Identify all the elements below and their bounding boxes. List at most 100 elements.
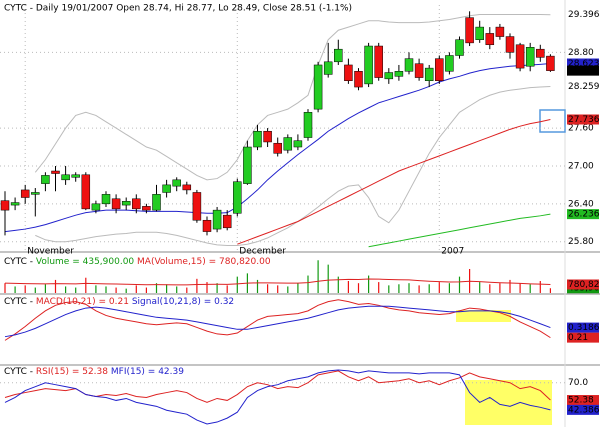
candle-body (101, 194, 111, 205)
candle-body (404, 58, 414, 72)
legend-entry: Volume = 435,900.00 (36, 257, 135, 267)
candle-body (536, 48, 545, 58)
value-label: 0.318606 (568, 323, 600, 333)
candle-body (162, 184, 171, 193)
legend-entry: MFI(15) = 42.39 (111, 367, 184, 377)
y-tick-label: 27.00 (568, 161, 594, 171)
value-label-box (567, 404, 599, 415)
candle-body (182, 184, 192, 191)
value-label: 28.623 (568, 59, 600, 69)
candle-body (273, 142, 282, 154)
candle-body (515, 44, 525, 69)
candle-body (91, 203, 101, 211)
series-line (4, 278, 551, 286)
candle-body (233, 181, 242, 214)
value-label-box (567, 209, 599, 220)
candle-body (132, 198, 141, 210)
candle-body (20, 189, 30, 198)
candle-body (253, 130, 262, 148)
candle-body (81, 174, 91, 210)
value-label-box (567, 322, 599, 333)
series-line (4, 305, 551, 338)
value-label-box (567, 114, 599, 125)
value-label: 29.3964 (568, 10, 600, 20)
candle-body (71, 174, 80, 178)
y-tick-label: 28.80 (568, 48, 594, 58)
candle-body (374, 45, 383, 78)
candle-body (303, 112, 313, 138)
series-line (35, 85, 551, 246)
y-tick-label: 26.40 (568, 199, 594, 209)
candle-body (364, 45, 373, 85)
value-label-box (567, 279, 599, 290)
candle-body (465, 17, 474, 44)
value-label: 0.21 (568, 333, 588, 343)
value-label-box (567, 58, 599, 69)
series-line (4, 369, 551, 425)
legend-ticker: CYTC - (4, 367, 33, 377)
candle-body (334, 48, 343, 63)
macd-highlight (456, 310, 511, 322)
candle-body (152, 194, 161, 211)
x-tick-label: December (239, 247, 286, 257)
candle-body (192, 192, 202, 221)
candle-body (263, 130, 272, 143)
candle-body (10, 202, 20, 206)
candle-body (323, 61, 333, 75)
candle-body (505, 36, 515, 53)
panel-legend: CYTC - Volume = 435,900.00 MA(Volume,15)… (4, 257, 271, 267)
series-line (237, 118, 551, 245)
candle-body (212, 209, 222, 230)
candle-body (202, 219, 212, 232)
candle-body (31, 192, 40, 195)
value-label: 780,820 (568, 280, 600, 290)
legend-entry: RSI(15) = 52.38 (36, 367, 108, 377)
candle-body (495, 26, 505, 37)
candle-body (435, 58, 444, 81)
candle-body (414, 63, 424, 78)
candle-body (485, 33, 495, 46)
legend-entry: Signal(10,21,8) = 0.32 (132, 297, 234, 307)
series-line (34, 13, 551, 181)
rsi-highlight (465, 380, 552, 425)
highlight-box (539, 109, 566, 133)
candle-body (222, 214, 232, 229)
legend-ticker: CYTC - (4, 297, 33, 307)
candle-body (546, 55, 555, 71)
close-label-box (567, 65, 599, 76)
candle-body (243, 146, 252, 184)
candle-body (121, 201, 131, 206)
value-label-box (567, 395, 599, 406)
y-tick-label: 70.0 (568, 378, 588, 388)
x-tick-label: November (27, 247, 74, 257)
candle-body (51, 170, 60, 174)
legend-entry: MA(Volume,15) = 780,820.00 (137, 257, 271, 267)
candle-body (354, 71, 363, 88)
panel-legend: CYTC - RSI(15) = 52.38 MFI(15) = 42.39 (4, 367, 184, 377)
candle-body (41, 175, 50, 184)
candle-body (445, 55, 454, 72)
candle-body (384, 72, 394, 80)
candle-body (424, 67, 434, 81)
value-label-box (567, 332, 599, 343)
candle-body (293, 140, 303, 148)
candle-body (525, 47, 535, 67)
x-tick-label: 2007 (441, 247, 464, 257)
candle-body (394, 71, 404, 77)
candle-body (142, 206, 151, 211)
value-label: 28.2596 (568, 82, 600, 92)
close-label: 28.51 (568, 66, 594, 76)
candle-body (455, 39, 464, 56)
legend-entry: MACD(10,21) = 0.21 (36, 297, 129, 307)
series-line (4, 299, 551, 341)
y-tick-label: 25.80 (568, 237, 594, 247)
y-tick-label: 27.60 (568, 124, 594, 134)
legend-ticker: CYTC - (4, 257, 33, 267)
chart-title: CYTC - Daily 19/01/2007 Open 28.74, Hi 2… (4, 4, 352, 14)
candle-body (0, 200, 10, 211)
value-label: 52.38 (568, 396, 594, 406)
value-label: 27.7361 (568, 115, 600, 125)
candle-body (313, 64, 323, 110)
